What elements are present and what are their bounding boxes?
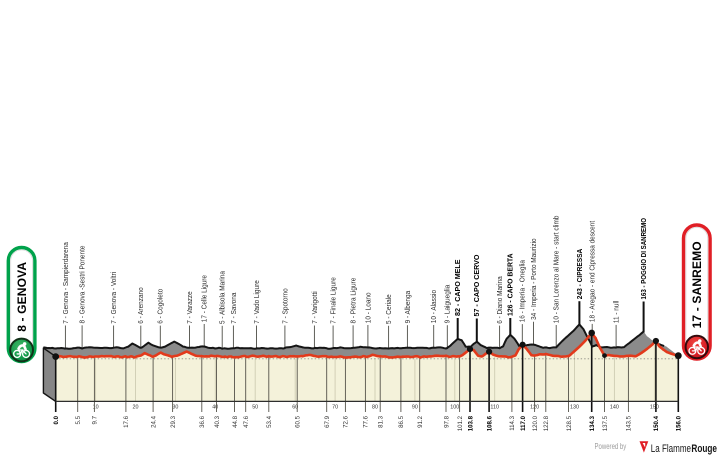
svg-text:97.8: 97.8	[443, 415, 450, 427]
svg-text:86.5: 86.5	[398, 415, 405, 427]
svg-text:60: 60	[292, 404, 298, 410]
svg-text:9 - Laigueglia: 9 - Laigueglia	[444, 285, 451, 324]
svg-text:8 - Pietra Ligure: 8 - Pietra Ligure	[350, 277, 357, 323]
svg-text:77.6: 77.6	[363, 415, 370, 427]
svg-text:18 - Aregao - end Cipressa des: 18 - Aregao - end Cipressa descent	[589, 221, 596, 322]
svg-text:34 - Imperia - Porto Maurizio: 34 - Imperia - Porto Maurizio	[531, 238, 538, 320]
svg-text:117.0: 117.0	[520, 415, 527, 430]
svg-text:7 - Spotorno: 7 - Spotorno	[282, 288, 289, 324]
svg-text:100: 100	[450, 404, 459, 410]
svg-text:Rouge: Rouge	[691, 443, 717, 455]
svg-text:17 - SANREMO: 17 - SANREMO	[690, 241, 704, 328]
svg-text:80: 80	[372, 404, 378, 410]
svg-text:8 - GENOVA: 8 - GENOVA	[15, 262, 29, 332]
svg-text:11 - null: 11 - null	[613, 300, 620, 323]
svg-text:81.3: 81.3	[377, 415, 384, 427]
svg-text:6 - Diano Marina: 6 - Diano Marina	[497, 276, 504, 324]
svg-text:103.8: 103.8	[467, 415, 474, 431]
svg-text:243 - CIPRESSA: 243 - CIPRESSA	[576, 249, 583, 299]
svg-text:16 - Imperia - Oneglia: 16 - Imperia - Oneglia	[519, 260, 526, 322]
svg-text:110: 110	[490, 404, 499, 410]
svg-text:108.6: 108.6	[486, 415, 493, 431]
svg-text:24.4: 24.4	[150, 415, 157, 427]
svg-text:163 - POGGIO DI SANREMO: 163 - POGGIO DI SANREMO	[641, 217, 649, 299]
svg-text:143.5: 143.5	[626, 415, 633, 431]
svg-text:5.5: 5.5	[75, 415, 82, 424]
svg-text:90: 90	[412, 404, 418, 410]
svg-text:8 - Genova -Sestri Ponente: 8 - Genova -Sestri Ponente	[79, 245, 86, 323]
svg-text:Powered by: Powered by	[595, 441, 627, 451]
svg-text:40.3: 40.3	[214, 415, 221, 427]
svg-text:La Flamme: La Flamme	[651, 443, 691, 455]
svg-text:137.5: 137.5	[602, 415, 609, 431]
svg-text:29.3: 29.3	[170, 415, 177, 427]
svg-text:5 - Albisola Marina: 5 - Albisola Marina	[219, 271, 226, 324]
svg-text:50: 50	[252, 404, 258, 410]
svg-text:5 - Ceriale: 5 - Ceriale	[386, 294, 393, 324]
svg-text:7 - Savona: 7 - Savona	[231, 292, 238, 323]
svg-text:17.6: 17.6	[123, 415, 130, 427]
svg-text:10 - Alassio: 10 - Alassio	[431, 290, 438, 324]
svg-text:10: 10	[93, 404, 99, 410]
svg-text:7 - Genova - Sampierdarena: 7 - Genova - Sampierdarena	[63, 242, 70, 324]
svg-text:10 - Loano: 10 - Loano	[365, 292, 372, 323]
svg-text:44.8: 44.8	[232, 415, 239, 427]
svg-text:122.8: 122.8	[543, 415, 550, 431]
svg-text:72.6: 72.6	[343, 415, 350, 427]
svg-text:120.0: 120.0	[532, 415, 539, 431]
svg-text:114.3: 114.3	[509, 415, 516, 430]
svg-text:150: 150	[650, 404, 659, 410]
svg-text:101.2: 101.2	[457, 415, 464, 431]
svg-text:36.6: 36.6	[199, 415, 206, 427]
svg-text:130: 130	[570, 404, 579, 410]
svg-text:140: 140	[610, 404, 619, 410]
svg-text:7 - Varigotti: 7 - Varigotti	[312, 291, 319, 324]
svg-text:10 - San Lorenzo al Mare - sta: 10 - San Lorenzo al Mare - start climb	[553, 215, 560, 323]
svg-text:70: 70	[332, 404, 338, 410]
svg-text:6 - Arenzano: 6 - Arenzano	[138, 287, 145, 324]
svg-text:60.5: 60.5	[294, 415, 301, 427]
svg-text:57 - CAPO CERVO: 57 - CAPO CERVO	[472, 254, 481, 316]
svg-text:9 - Albenga: 9 - Albenga	[405, 291, 412, 324]
svg-text:126 - CAPO BERTA: 126 - CAPO BERTA	[505, 253, 514, 316]
svg-text:7 - Varazze: 7 - Varazze	[187, 291, 194, 324]
svg-text:47.6: 47.6	[243, 415, 250, 427]
svg-text:40: 40	[212, 404, 218, 410]
svg-text:82 - CAPO MELE: 82 - CAPO MELE	[453, 259, 462, 316]
svg-text:150.4: 150.4	[653, 415, 660, 431]
svg-text:17 - Celle Ligure: 17 - Celle Ligure	[201, 275, 208, 322]
svg-text:53.4: 53.4	[266, 415, 273, 427]
svg-text:7 - Vado Ligure: 7 - Vado Ligure	[254, 280, 261, 324]
svg-text:7 - Finale Ligure: 7 - Finale Ligure	[330, 277, 337, 324]
svg-text:7 - Genova - Voltri: 7 - Genova - Voltri	[111, 271, 118, 323]
svg-text:91.2: 91.2	[417, 415, 424, 427]
svg-text:9.7: 9.7	[92, 415, 99, 424]
svg-text:128.5: 128.5	[566, 415, 573, 431]
svg-text:0.0: 0.0	[53, 415, 60, 424]
svg-text:67.9: 67.9	[324, 415, 331, 427]
svg-text:30: 30	[172, 404, 178, 410]
svg-text:134.3: 134.3	[589, 415, 596, 431]
svg-text:6 - Cogoleto: 6 - Cogoleto	[157, 289, 164, 324]
svg-text:156.0: 156.0	[675, 415, 682, 431]
svg-text:20: 20	[133, 404, 139, 410]
